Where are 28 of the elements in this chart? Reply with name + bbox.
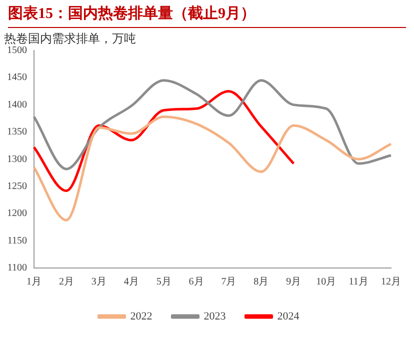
chart-title: 图表15：国内热卷排单量（截止9月）: [8, 4, 256, 23]
x-tick-label: 4月: [124, 276, 139, 288]
y-tick-label: 1100: [7, 262, 27, 274]
legend-label: 2022: [130, 310, 152, 322]
x-tick-label: 10月: [316, 276, 336, 288]
x-tick-label: 11月: [348, 276, 368, 288]
chart-subtitle: 热卷国内需求排单，万吨: [4, 31, 136, 46]
y-tick-label: 1450: [7, 72, 27, 84]
x-tick-label: 5月: [156, 276, 172, 288]
y-tick-label: 1400: [7, 99, 27, 110]
y-tick-label: 1500: [7, 45, 27, 56]
y-tick-label: 1350: [7, 126, 27, 138]
x-tick-label: 9月: [286, 276, 302, 288]
y-tick-label: 1250: [7, 181, 27, 192]
legend-label: 2024: [277, 310, 300, 322]
line-series: [32, 79, 392, 170]
line-series: [32, 116, 392, 222]
x-tick-label: 1月: [26, 276, 42, 288]
y-tick-label: 1200: [7, 208, 27, 220]
x-tick-label: 6月: [188, 276, 204, 288]
x-tick-label: 3月: [91, 276, 106, 288]
x-tick-label: 7月: [221, 276, 236, 288]
y-tick-label: 1150: [7, 235, 27, 246]
x-tick-label: 12月: [381, 276, 401, 288]
x-tick-label: 8月: [254, 276, 269, 288]
y-tick-label: 1300: [7, 154, 27, 165]
legend-label: 2023: [204, 310, 226, 322]
x-tick-label: 2月: [58, 276, 74, 288]
